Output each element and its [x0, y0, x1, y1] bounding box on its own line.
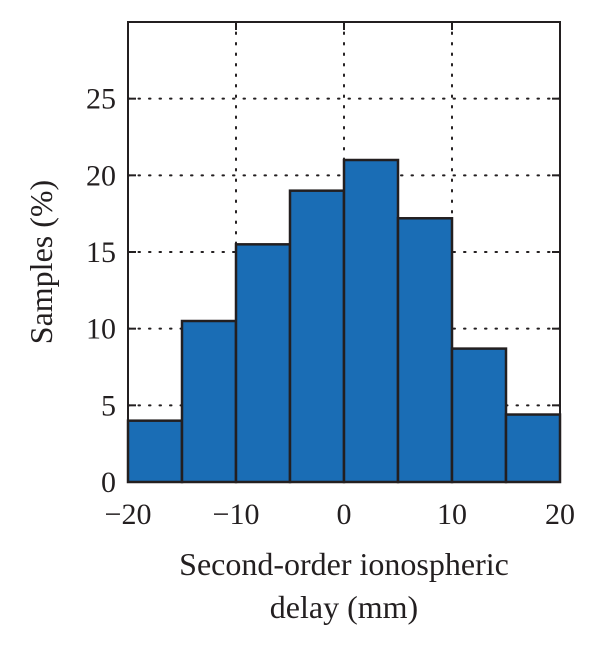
x-tick-label: −20	[105, 498, 152, 531]
y-tick-labels: 0 5 10 15 20 25	[86, 83, 116, 499]
y-tick-label: 5	[101, 389, 116, 422]
histogram-bar	[342, 158, 400, 484]
histogram-bar	[126, 419, 184, 484]
x-tick-label: −10	[213, 498, 260, 531]
y-tick-label: 20	[86, 159, 116, 192]
axis-ticks	[127, 22, 561, 483]
histogram-bar	[234, 243, 292, 484]
histogram-bar	[288, 189, 346, 484]
x-tick-label: 20	[545, 498, 575, 531]
x-tick-labels: −20 −10 0 10 20	[105, 498, 575, 531]
x-tick-label: 10	[437, 498, 467, 531]
histogram-bars	[126, 158, 562, 484]
histogram-bar	[396, 217, 454, 484]
histogram-bar	[450, 347, 508, 484]
x-axis-label-line-2: delay (mm)	[270, 589, 418, 625]
y-axis-label: Samples (%)	[23, 180, 59, 344]
x-axis-label-line-1: Second-order ionospheric	[179, 546, 509, 582]
y-tick-label: 10	[86, 313, 116, 346]
y-tick-label: 25	[86, 83, 116, 116]
x-tick-label: 0	[337, 498, 352, 531]
histogram-bar	[504, 413, 562, 484]
y-tick-label: 15	[86, 236, 116, 269]
y-tick-label: 0	[101, 466, 116, 499]
histogram-bar	[180, 319, 238, 484]
